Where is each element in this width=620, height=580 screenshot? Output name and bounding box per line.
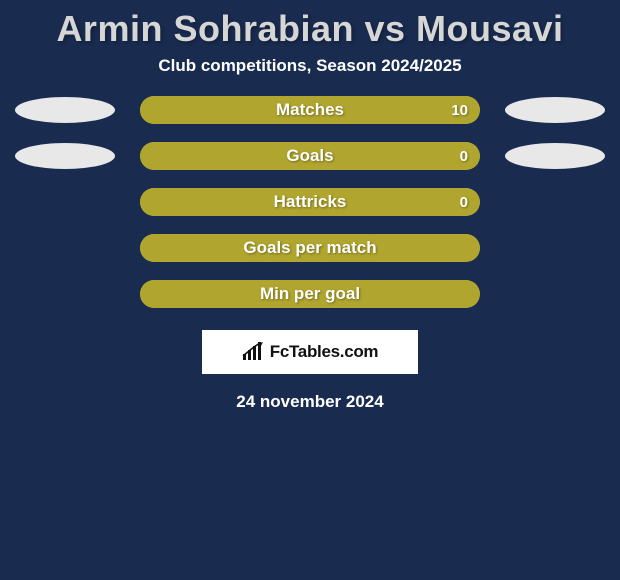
chart-icon (242, 342, 264, 362)
stat-row: Goals0 (10, 142, 610, 170)
stat-row: Goals per match (10, 234, 610, 262)
stat-bar: Goals per match (140, 234, 480, 262)
left-slot (10, 234, 120, 262)
stat-label: Min per goal (140, 284, 480, 304)
left-slot (10, 142, 120, 170)
brand-text: FcTables.com (270, 342, 379, 362)
right-slot (500, 280, 610, 308)
right-slot (500, 96, 610, 124)
stat-row: Min per goal (10, 280, 610, 308)
subtitle: Club competitions, Season 2024/2025 (0, 56, 620, 96)
stat-label: Goals (140, 146, 480, 166)
stat-label: Goals per match (140, 238, 480, 258)
left-slot (10, 188, 120, 216)
right-slot (500, 234, 610, 262)
stat-value-right: 10 (451, 102, 468, 119)
stat-row: Matches10 (10, 96, 610, 124)
date-label: 24 november 2024 (0, 392, 620, 412)
stat-bar: Goals0 (140, 142, 480, 170)
left-ellipse (15, 143, 115, 169)
stat-bar: Min per goal (140, 280, 480, 308)
stat-bar: Matches10 (140, 96, 480, 124)
left-slot (10, 280, 120, 308)
stat-value-right: 0 (460, 148, 468, 165)
right-ellipse (505, 97, 605, 123)
left-ellipse (15, 97, 115, 123)
left-slot (10, 96, 120, 124)
stat-label: Hattricks (140, 192, 480, 212)
stat-bar: Hattricks0 (140, 188, 480, 216)
stats-rows: Matches10Goals0Hattricks0Goals per match… (0, 96, 620, 308)
right-slot (500, 188, 610, 216)
right-ellipse (505, 143, 605, 169)
stat-label: Matches (140, 100, 480, 120)
page-title: Armin Sohrabian vs Mousavi (0, 0, 620, 56)
brand-box[interactable]: FcTables.com (202, 330, 418, 374)
comparison-card: Armin Sohrabian vs Mousavi Club competit… (0, 0, 620, 580)
right-slot (500, 142, 610, 170)
stat-row: Hattricks0 (10, 188, 610, 216)
stat-value-right: 0 (460, 194, 468, 211)
